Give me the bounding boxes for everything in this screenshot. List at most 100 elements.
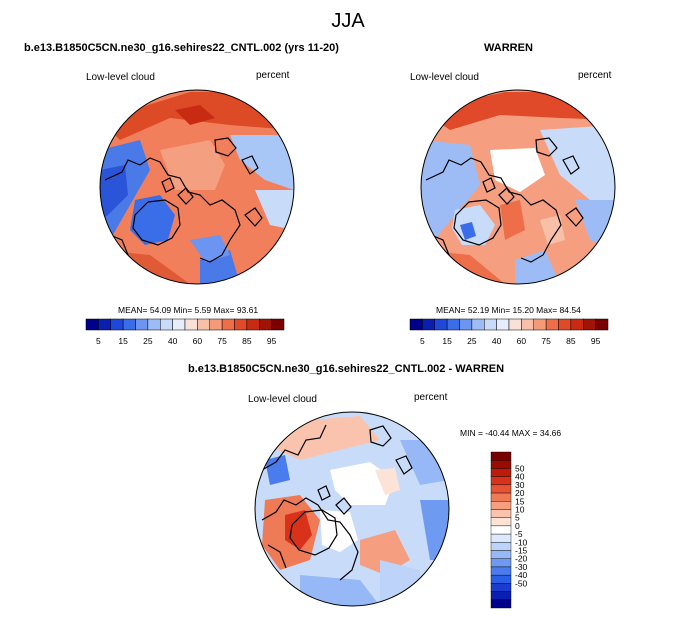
colorbar-swatch <box>490 599 512 609</box>
colorbar-tick-label: 85 <box>242 336 252 346</box>
map-2-polar-projection <box>420 89 616 285</box>
panel-3-variable-label: Low-level cloud <box>248 394 317 405</box>
colorbar-swatch <box>135 318 149 331</box>
colorbar-swatch <box>490 517 512 527</box>
colorbar-swatch <box>490 566 512 576</box>
colorbar-swatch <box>98 318 111 331</box>
colorbar-tick-label: 25 <box>467 336 477 346</box>
colorbar-swatch <box>490 558 512 568</box>
colorbar-swatch <box>490 476 512 486</box>
colorbar-swatch <box>508 318 522 331</box>
colorbar-swatch <box>490 574 512 584</box>
colorbar-tick-label: 10 <box>515 504 525 514</box>
colorbar-tick-label: 95 <box>267 336 277 346</box>
colorbar-swatch <box>409 318 423 331</box>
colorbar-swatch <box>490 533 512 543</box>
colorbar-tick-label: 20 <box>515 488 525 498</box>
colorbar-tick-label: 95 <box>591 336 601 346</box>
panel-3-units-label: percent <box>414 392 448 403</box>
colorbar-swatch <box>434 318 448 331</box>
colorbar-swatch <box>496 318 510 331</box>
colorbar-swatch <box>490 468 512 477</box>
colorbar-tick-label: 30 <box>515 480 525 490</box>
colorbar-swatch <box>490 550 512 559</box>
panel-2-title: WARREN <box>484 42 533 54</box>
colorbar-swatch <box>490 583 512 592</box>
main-title: JJA <box>331 10 365 32</box>
colorbar-swatch <box>533 318 547 331</box>
panel-1-variable-label: Low-level cloud <box>86 72 155 83</box>
colorbar-tick-label: -50 <box>515 578 528 588</box>
colorbar-swatch <box>172 318 186 331</box>
colorbar-tick-label: -15 <box>515 546 528 556</box>
colorbar-swatch <box>110 318 124 331</box>
colorbar-swatch <box>209 318 223 331</box>
panel-1-stats: MEAN= 54.09 Min= 5.59 Max= 93.61 <box>118 305 259 315</box>
colorbar-swatch <box>490 460 512 469</box>
colorbar-tick-label: 40 <box>168 336 178 346</box>
colorbar-tick-label: -40 <box>515 570 528 580</box>
colorbar-swatch <box>595 318 609 331</box>
colorbar-swatch <box>259 318 272 331</box>
colorbar-panel-2: 5 15 25 40 60 75 85 95 <box>409 318 609 346</box>
panel-2-variable-label: Low-level cloud <box>410 72 479 83</box>
colorbar-tick-label: 50 <box>515 463 525 473</box>
panel-3-stats: MIN = -40.44 MAX = 34.66 <box>460 428 562 438</box>
colorbar-swatch <box>558 318 572 331</box>
map-1-polar-projection <box>99 89 295 285</box>
colorbar-swatch <box>545 318 559 331</box>
colorbar-swatch <box>221 318 235 331</box>
colorbar-tick-label: -10 <box>515 537 528 547</box>
colorbar-swatch <box>122 318 136 331</box>
colorbar-tick-label: 5 <box>515 513 520 523</box>
colorbar-tick-label: 40 <box>492 336 502 346</box>
colorbar-tick-label: -5 <box>515 529 523 539</box>
colorbar-swatch <box>85 318 99 331</box>
colorbar-swatch <box>570 318 584 331</box>
colorbar-tick-label: 40 <box>515 472 525 482</box>
colorbar-swatch <box>583 318 596 331</box>
colorbar-swatch <box>484 318 497 331</box>
colorbar-swatch <box>271 318 285 331</box>
colorbar-swatch <box>521 318 534 331</box>
colorbar-swatch <box>490 501 512 510</box>
panel-1-units-label: percent <box>256 70 290 81</box>
colorbar-tick-label: -30 <box>515 562 528 572</box>
colorbar-swatch <box>184 318 198 331</box>
colorbar-tick-label: 0 <box>515 521 520 531</box>
colorbar-tick-label: 75 <box>217 336 227 346</box>
colorbar-swatch <box>490 525 512 535</box>
colorbar-panel-1: 5 15 25 40 60 75 85 95 <box>85 318 285 346</box>
colorbar-swatch <box>234 318 248 331</box>
colorbar-tick-label: 5 <box>96 336 101 346</box>
colorbar-swatch <box>246 318 260 331</box>
colorbar-tick-label: 15 <box>118 336 128 346</box>
panel-1-title: b.e13.B1850C5CN.ne30_g16.sehires22_CNTL.… <box>24 42 339 54</box>
colorbar-tick-label: 75 <box>541 336 551 346</box>
colorbar-swatch <box>160 318 173 331</box>
colorbar-tick-label: 60 <box>517 336 527 346</box>
colorbar-tick-label: -20 <box>515 554 528 564</box>
panel-2-stats: MEAN= 52.19 Min= 15.20 Max= 84.54 <box>436 305 581 315</box>
colorbar-swatch <box>490 542 512 551</box>
colorbar-swatch <box>490 591 512 600</box>
colorbar-tick-label: 60 <box>193 336 203 346</box>
colorbar-swatch <box>422 318 435 331</box>
colorbar-swatch <box>471 318 485 331</box>
panel-3-title: b.e13.B1850C5CN.ne30_g16.sehires22_CNTL.… <box>188 363 505 375</box>
colorbar-tick-label: 15 <box>442 336 452 346</box>
colorbar-swatch <box>459 318 473 331</box>
colorbar-tick-label: 25 <box>143 336 153 346</box>
colorbar-tick-label: 15 <box>515 496 525 506</box>
colorbar-tick-label: 85 <box>566 336 576 346</box>
panel-2-units-label: percent <box>578 70 612 81</box>
colorbar-swatch <box>490 484 512 494</box>
colorbar-swatch <box>197 318 210 331</box>
colorbar-swatch <box>490 509 512 518</box>
colorbar-swatch <box>490 492 512 502</box>
map-3-polar-projection <box>254 411 450 607</box>
colorbar-swatch <box>446 318 460 331</box>
colorbar-tick-label: 5 <box>420 336 425 346</box>
